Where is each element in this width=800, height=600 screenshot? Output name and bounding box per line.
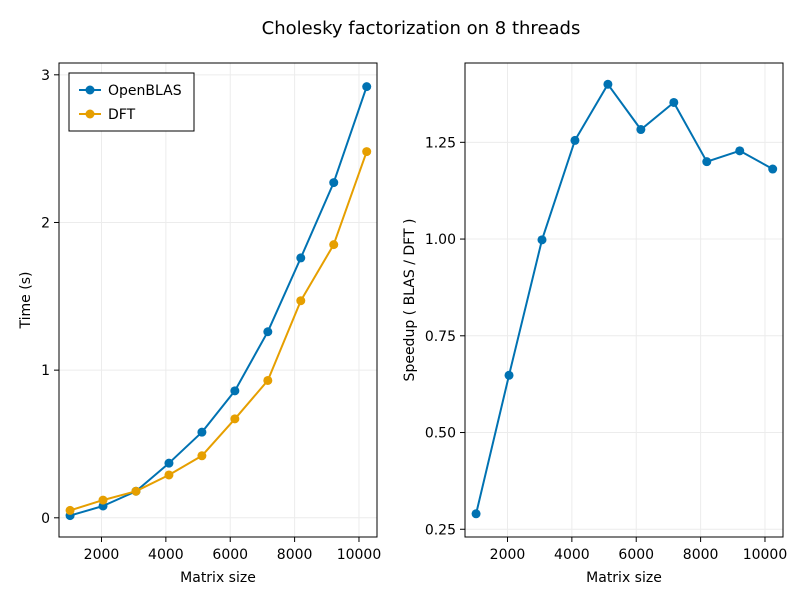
y-axis-label: Time (s) <box>18 272 34 330</box>
plot-frame <box>58 62 378 538</box>
y-tick-label: 3 <box>41 68 50 84</box>
dft-point <box>131 486 141 496</box>
y-tick-label: 1.25 <box>425 135 456 151</box>
series-0-point <box>636 125 646 135</box>
speedup-panel: 2000 4000 6000 8000 10000 0.25 0.50 0.75 1.00 1.2… <box>402 62 788 586</box>
y-tick-label: 0.75 <box>425 329 456 345</box>
x-tick-label: 8000 <box>277 547 313 563</box>
dft-line <box>69 151 368 512</box>
time-panel: 2000 4000 6000 8000 10000 0 1 2 3 Matrix size Time… <box>18 62 382 586</box>
y-tick-label: 1 <box>41 363 50 379</box>
legend-box <box>68 72 195 132</box>
x-tick-label: 6000 <box>618 547 654 563</box>
dft-legend-marker <box>85 109 95 119</box>
series-0-point <box>768 164 778 174</box>
dft-point <box>362 147 372 157</box>
plot-frame <box>464 62 784 538</box>
x-tick-label: 10000 <box>337 547 382 563</box>
openblas-legend-marker <box>85 85 95 95</box>
dft-point <box>197 451 207 461</box>
legend: OpenBLAS DFT <box>68 72 195 132</box>
series-0-point <box>537 235 547 245</box>
series-0-point <box>603 79 613 89</box>
figure-title: Cholesky factorization on 8 threads <box>262 18 581 39</box>
dft-point <box>296 296 306 306</box>
openblas-point <box>362 82 372 92</box>
openblas-point <box>230 386 240 396</box>
dft-point <box>230 414 240 424</box>
dft-point <box>263 375 273 385</box>
openblas-point <box>197 427 207 437</box>
dft-point <box>329 240 339 250</box>
y-tick-label: 0.50 <box>425 426 456 442</box>
x-tick-label: 10000 <box>743 547 788 563</box>
openblas-point <box>263 327 273 337</box>
series-0-point <box>669 97 679 107</box>
x-tick-label: 6000 <box>212 547 248 563</box>
y-tick-label: 1.00 <box>425 232 456 248</box>
y-axis-label: Speedup ( BLAS / DFT ) <box>402 219 418 382</box>
openblas-legend-label: OpenBLAS <box>108 83 182 99</box>
x-axis-label: Matrix size <box>180 570 256 586</box>
dft-legend-label: DFT <box>108 107 136 123</box>
y-tick-label: 0 <box>41 511 50 527</box>
dft-point <box>164 470 174 480</box>
x-tick-label: 2000 <box>490 547 526 563</box>
x-axis-label: Matrix size <box>586 570 662 586</box>
x-tick-label: 8000 <box>683 547 719 563</box>
openblas-line <box>69 86 368 517</box>
series-0-point <box>471 509 481 519</box>
series-0-line <box>475 83 774 515</box>
openblas-point <box>329 178 339 188</box>
openblas-point <box>296 253 306 263</box>
y-tick-label: 2 <box>41 215 50 231</box>
x-tick-label: 2000 <box>84 547 120 563</box>
series-0-point <box>702 157 712 167</box>
series-0-point <box>504 370 514 380</box>
x-tick-label: 4000 <box>148 547 184 563</box>
openblas-point <box>164 458 174 468</box>
dft-point <box>65 505 75 515</box>
series-0-point <box>570 135 580 145</box>
series-0-point <box>735 146 745 156</box>
x-tick-label: 4000 <box>554 547 590 563</box>
y-tick-label: 0.25 <box>425 522 456 538</box>
dft-point <box>98 495 108 505</box>
